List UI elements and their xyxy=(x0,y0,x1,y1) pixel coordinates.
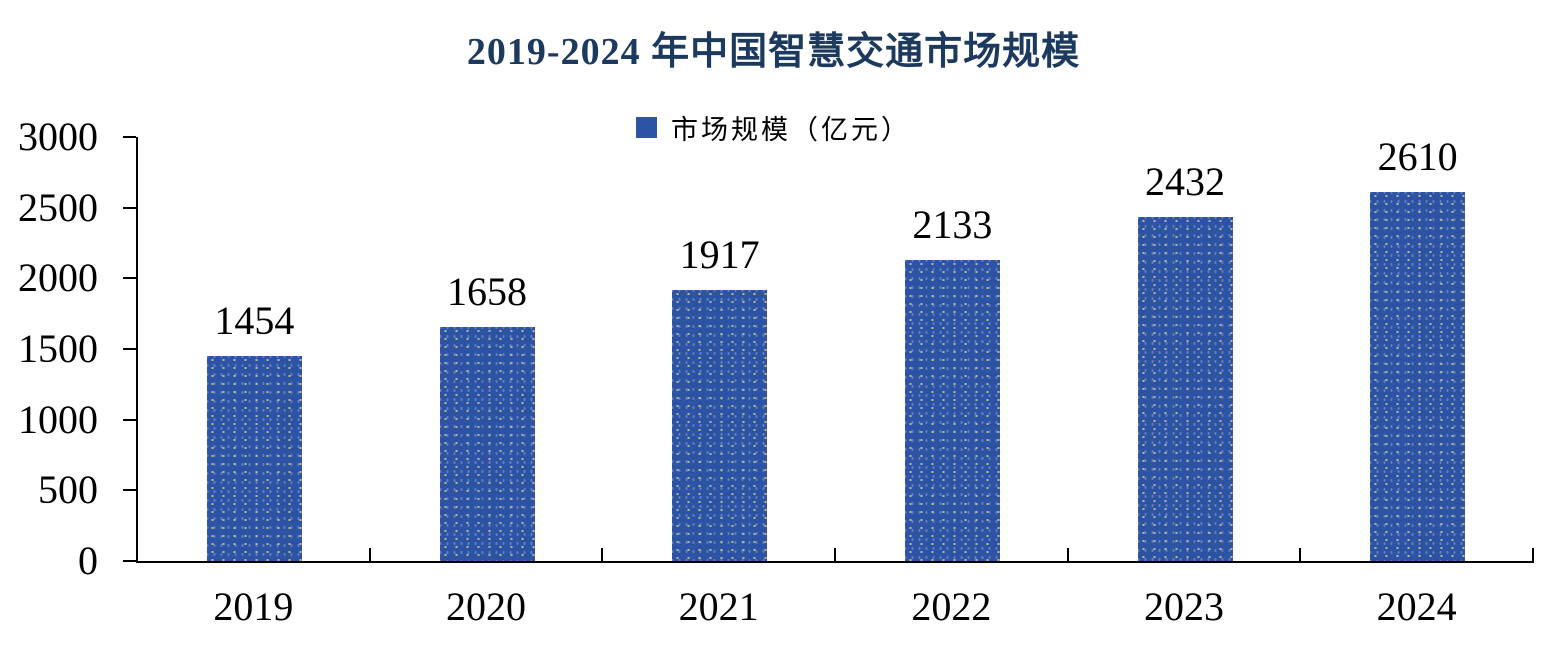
y-axis-tick xyxy=(123,136,136,138)
y-axis-tick xyxy=(123,348,136,350)
y-axis-tick xyxy=(123,489,136,492)
bar-value-label: 1454 xyxy=(214,297,295,343)
x-axis-tick xyxy=(834,548,836,561)
bar xyxy=(1137,217,1233,561)
bar xyxy=(1370,192,1466,561)
y-axis-label: 500 xyxy=(38,467,98,513)
bar xyxy=(672,290,768,561)
bar-value-label: 2610 xyxy=(1377,134,1458,180)
x-axis-label: 2022 xyxy=(911,584,992,629)
x-axis-label: 2024 xyxy=(1376,584,1457,629)
y-axis-label: 1000 xyxy=(18,396,98,442)
legend-swatch-icon xyxy=(636,116,657,138)
bar xyxy=(904,259,1000,561)
y-axis-label: 3000 xyxy=(18,114,98,159)
y-axis-label: 0 xyxy=(78,538,98,583)
plot-area: 1454 1658 1917 2133 2432 2610 xyxy=(136,137,1534,563)
bar-value-label: 2133 xyxy=(912,201,993,247)
x-axis-label: 2020 xyxy=(446,584,526,629)
bar xyxy=(439,326,535,561)
bar-value-label: 1658 xyxy=(447,268,527,314)
x-axis-tick xyxy=(1299,548,1302,561)
x-axis-tick xyxy=(368,548,371,561)
x-axis-label: 2021 xyxy=(678,584,759,629)
y-axis-label: 2500 xyxy=(18,184,98,230)
x-axis-label: 2019 xyxy=(213,584,294,629)
bar-value-label: 2432 xyxy=(1145,159,1225,205)
y-axis-label: 2000 xyxy=(18,255,98,301)
legend-label: 市场规模（亿元） xyxy=(671,114,911,145)
x-axis-label: 2023 xyxy=(1144,584,1224,629)
legend: 市场规模（亿元） xyxy=(0,110,1547,145)
chart-title: 2019-2024 年中国智慧交通市场规模 xyxy=(466,31,1081,73)
y-axis-tick xyxy=(123,206,136,209)
x-axis-tick xyxy=(1066,548,1069,561)
bar-value-label: 1917 xyxy=(679,232,760,278)
bar xyxy=(206,355,302,561)
x-axis-tick xyxy=(601,548,604,561)
y-axis-label: 1500 xyxy=(18,326,98,371)
y-axis-tick xyxy=(123,560,136,562)
y-axis-tick xyxy=(123,277,136,280)
x-axis-tick xyxy=(1532,548,1534,561)
y-axis-tick xyxy=(123,418,136,421)
